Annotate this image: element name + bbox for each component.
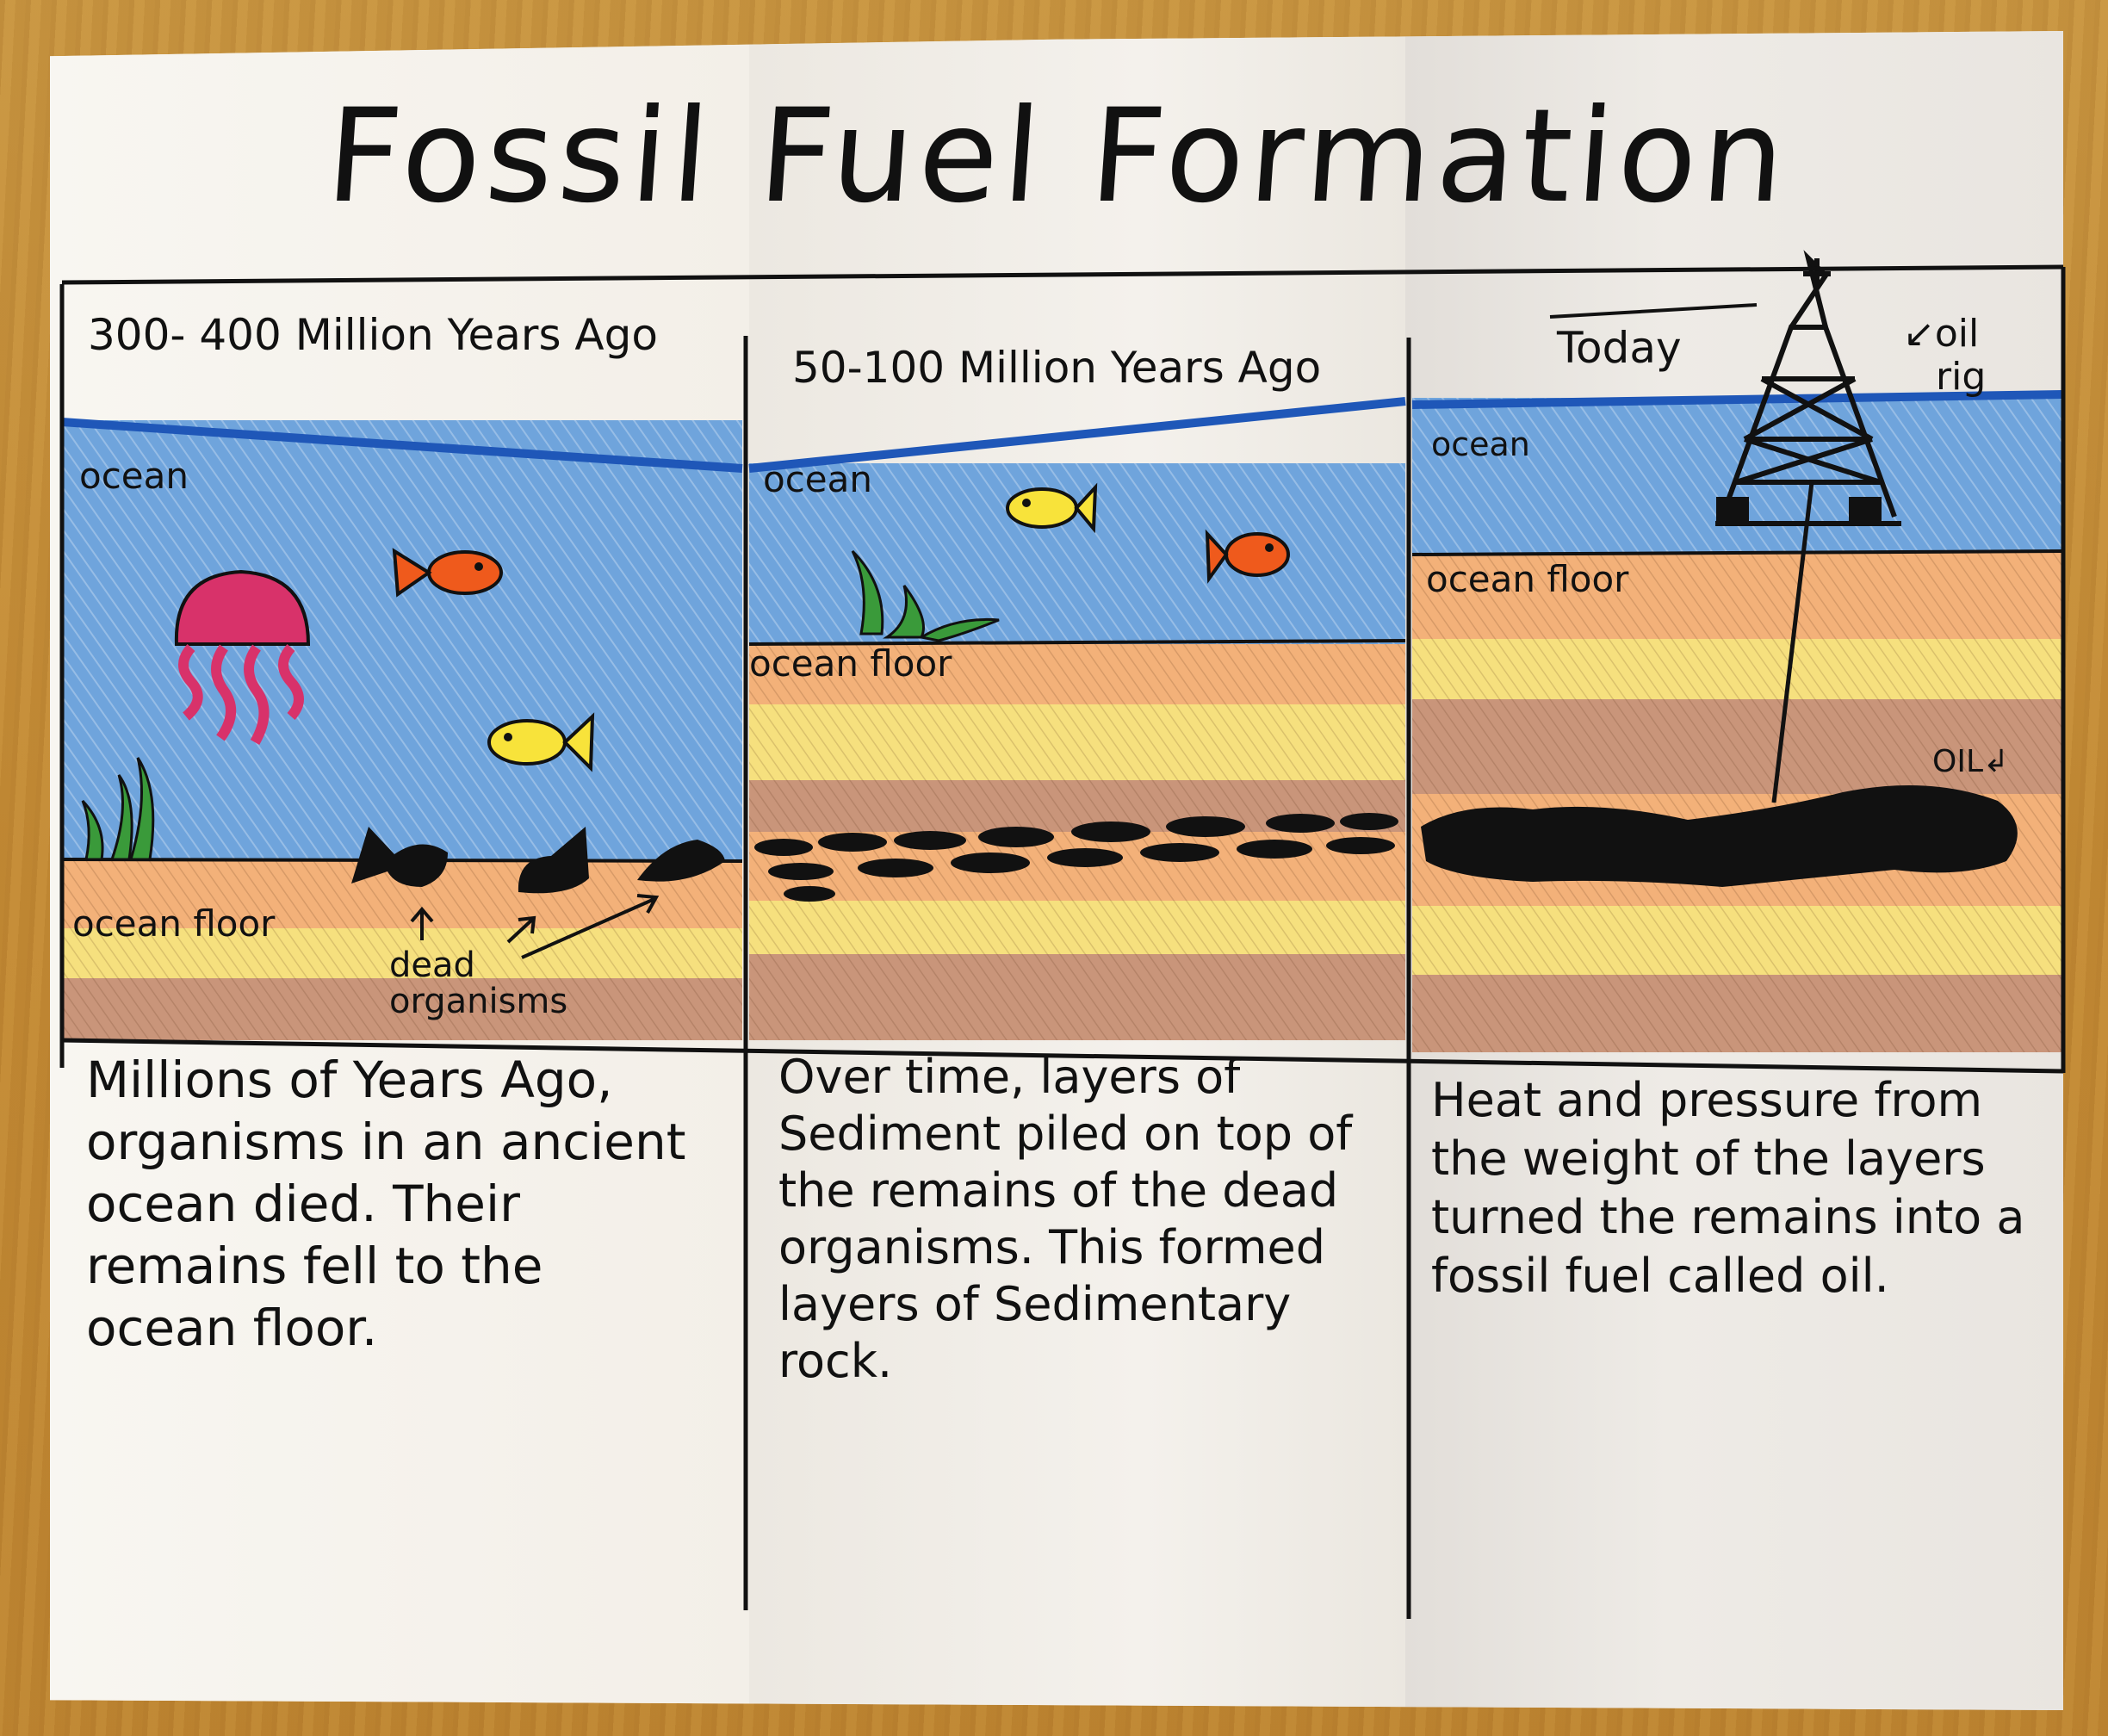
oil-rig-icon — [1715, 250, 1901, 803]
panel-2-scene — [748, 397, 1406, 1040]
panel-2-description: Over time, layers of Sediment piled on t… — [778, 1050, 1353, 1388]
yellow-fish-icon — [487, 712, 595, 772]
orange-fish-icon — [1205, 529, 1290, 584]
oil-deposit — [1421, 785, 2018, 887]
panel-3-description: Heat and pressure from the weight of the… — [1431, 1073, 2025, 1303]
panel-2-water-line — [748, 397, 1406, 473]
panel-1-ocean-floor-label: ocean floor — [72, 902, 276, 945]
panel-3-heading: Today — [1557, 323, 1682, 373]
dead-organisms-layer — [754, 813, 1398, 902]
panel-1-scene — [61, 418, 743, 1040]
jellyfish-icon — [174, 569, 311, 745]
panel-2-heading: 50-100 Million Years Ago — [792, 343, 1322, 393]
panel-1-description: Millions of Years Ago, organisms in an a… — [86, 1051, 686, 1357]
panel-3-ocean-label: ocean — [1431, 425, 1530, 463]
yellow-fish-icon — [1006, 482, 1098, 534]
orange-fish-icon — [392, 548, 503, 598]
booklet-grid-lines — [59, 264, 2066, 1619]
dead-label: dead — [389, 946, 475, 985]
panel-1-ocean-label: ocean — [79, 455, 189, 497]
panel-2-ocean-label: ocean — [763, 458, 872, 500]
today-underline — [1549, 303, 1758, 319]
panel-2-ocean-floor-label: ocean floor — [749, 642, 952, 685]
panel-1-heading: 300- 400 Million Years Ago — [88, 310, 658, 360]
panel-1-water-line — [61, 418, 743, 473]
panel-3-ocean-floor-label: ocean floor — [1426, 558, 1629, 600]
oil-rig-label-line-2: rig — [1936, 355, 1987, 399]
diagram-title: Fossil Fuel Formation — [321, 82, 1795, 232]
pointer-arrows — [410, 894, 660, 959]
oil-rig-label-line-1: ↙oil — [1903, 312, 1980, 356]
oil-label: OIL↲ — [1932, 744, 2010, 779]
dead-organisms-icon — [351, 827, 725, 894]
panel-3-scene — [1411, 250, 2064, 1052]
organisms-label: organisms — [389, 982, 568, 1021]
seaweed-icon — [81, 757, 155, 861]
panel-3-water-line — [1411, 390, 2064, 409]
seaweed-icon — [851, 549, 1000, 642]
